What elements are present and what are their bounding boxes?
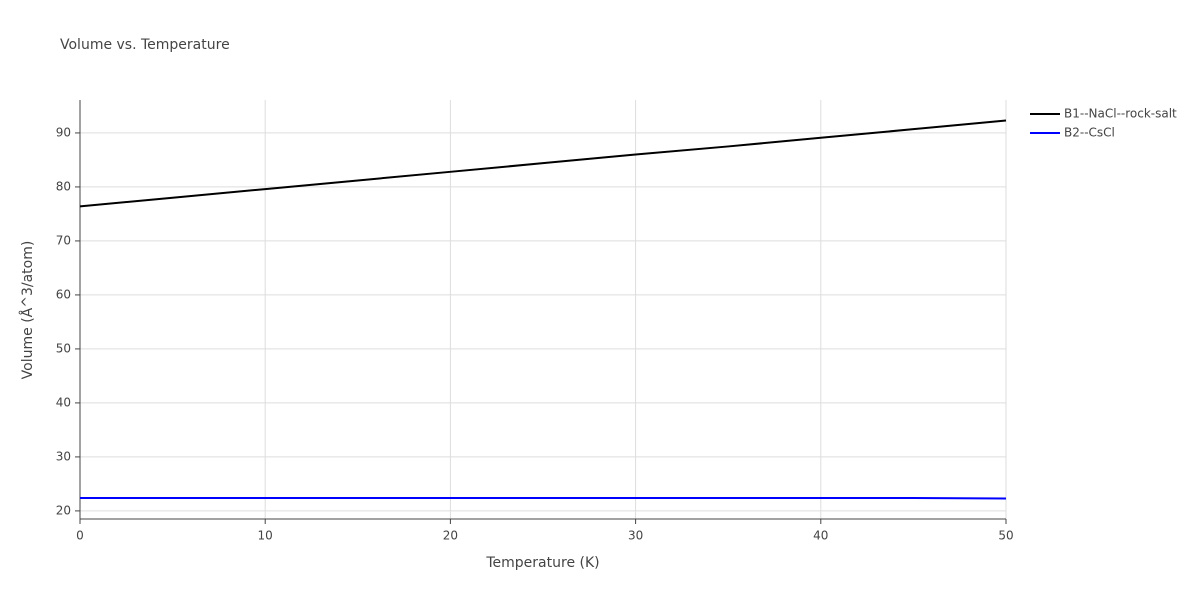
x-axis-label: Temperature (K) bbox=[485, 555, 599, 571]
y-tick-label: 60 bbox=[56, 287, 71, 301]
y-tick-label: 70 bbox=[56, 233, 71, 247]
x-tick-label: 0 bbox=[76, 529, 84, 543]
y-tick-label: 40 bbox=[56, 395, 71, 409]
y-tick-label: 80 bbox=[56, 179, 71, 193]
x-tick-label: 50 bbox=[998, 529, 1013, 543]
y-axis-label: Volume (Å^3/atom) bbox=[19, 241, 36, 380]
x-tick-label: 40 bbox=[813, 529, 828, 543]
y-tick-label: 50 bbox=[56, 341, 71, 355]
chart-title: Volume vs. Temperature bbox=[60, 37, 230, 53]
y-tick-label: 20 bbox=[56, 503, 71, 517]
y-tick-label: 90 bbox=[56, 125, 71, 139]
y-tick-label: 30 bbox=[56, 449, 71, 463]
x-tick-label: 20 bbox=[443, 529, 458, 543]
x-tick-label: 30 bbox=[628, 529, 643, 543]
x-tick-label: 10 bbox=[258, 529, 273, 543]
legend-label: B2--CsCl bbox=[1064, 126, 1115, 140]
series-line bbox=[79, 119, 1007, 208]
series-line bbox=[80, 496, 1007, 500]
legend-label: B1--NaCl--rock-salt bbox=[1064, 107, 1177, 121]
